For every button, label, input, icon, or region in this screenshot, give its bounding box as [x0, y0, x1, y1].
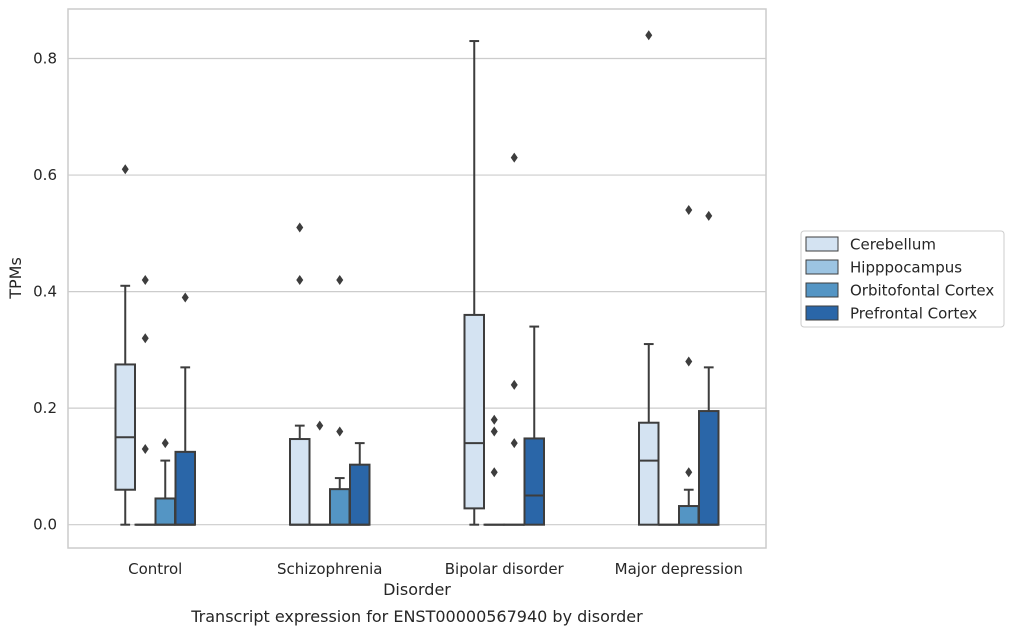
box: [114, 363, 136, 491]
box-plots: [114, 30, 720, 526]
box: [638, 421, 660, 526]
box-group: [134, 274, 156, 526]
outlier-point: [316, 420, 324, 431]
box: [289, 438, 311, 526]
y-tick-label: 0.0: [33, 516, 57, 534]
box: [174, 450, 196, 526]
outlier-point: [685, 467, 693, 478]
y-axis-ticks: 0.0 0.2 0.4 0.6 0.8: [33, 50, 57, 534]
outlier-point: [510, 152, 518, 163]
figure-caption: Transcript expression for ENST0000056794…: [190, 607, 643, 626]
y-tick-label: 0.2: [33, 399, 57, 417]
y-tick-label: 0.6: [33, 166, 57, 184]
x-axis-ticks: Control Schizophrenia Bipolar disorder Majo…: [128, 560, 743, 578]
outlier-point: [296, 222, 304, 233]
box-group: [638, 30, 660, 526]
x-axis-label: Disorder: [383, 580, 451, 599]
box: [698, 410, 720, 526]
outlier-point: [161, 438, 169, 449]
legend-label: Prefrontal Cortex: [850, 305, 977, 323]
box: [349, 463, 371, 526]
box: [678, 505, 700, 526]
outlier-point: [685, 205, 693, 216]
box-group: [463, 40, 485, 526]
plot-area: [67, 8, 767, 549]
legend-frame: [800, 230, 1005, 328]
box-group: [289, 222, 311, 526]
outlier-point: [336, 426, 344, 437]
outlier-point: [296, 274, 304, 285]
box-group: [114, 164, 136, 526]
outlier-point: [490, 414, 498, 425]
box-group: [678, 205, 700, 526]
plot-frame: [67, 8, 767, 549]
box-group: [174, 292, 196, 526]
legend-swatch: [805, 259, 839, 275]
outlier-point: [141, 443, 149, 454]
outlier-point: [705, 210, 713, 221]
legend-label: Cerebellum: [850, 236, 936, 254]
box-group: [698, 210, 720, 526]
outlier-point: [141, 274, 149, 285]
outlier-point: [645, 30, 653, 41]
plot-background: [68, 9, 766, 548]
x-tick-label: Bipolar disorder: [445, 560, 565, 578]
outlier-point: [510, 379, 518, 390]
x-tick-label: Schizophrenia: [277, 560, 382, 578]
box: [463, 313, 485, 510]
outlier-point: [510, 438, 518, 449]
y-tick-label: 0.4: [33, 283, 57, 301]
legend-swatch: [805, 282, 839, 298]
x-tick-label: Major depression: [615, 560, 743, 578]
box: [329, 488, 351, 526]
outlier-point: [181, 292, 189, 303]
legend-swatch: [805, 236, 839, 252]
outlier-point: [121, 164, 129, 175]
outlier-point: [685, 356, 693, 367]
legend-swatch: [805, 305, 839, 321]
legend-label: Orbitofontal Cortex: [850, 282, 994, 300]
outlier-point: [490, 467, 498, 478]
box: [154, 497, 176, 526]
box-group: [503, 152, 525, 526]
legend: Cerebellum Hipppocampus Orbitofontal Corte…: [800, 230, 1005, 328]
box-group: [483, 414, 505, 526]
outlier-point: [141, 333, 149, 344]
box-group: [349, 442, 371, 526]
box: [523, 437, 545, 526]
box-group: [523, 325, 545, 526]
outlier-point: [490, 426, 498, 437]
legend-label: Hipppocampus: [850, 259, 962, 277]
y-axis-label: TPMs: [6, 257, 25, 300]
outlier-point: [336, 274, 344, 285]
x-tick-label: Control: [128, 560, 182, 578]
y-tick-label: 0.8: [33, 50, 57, 68]
